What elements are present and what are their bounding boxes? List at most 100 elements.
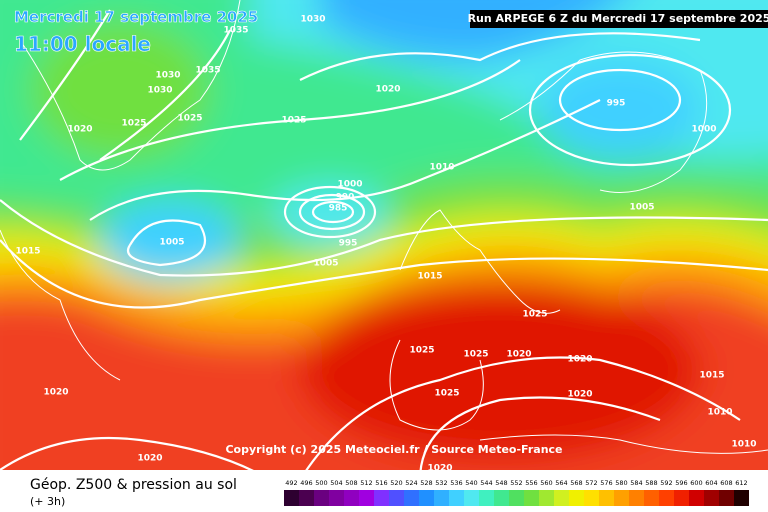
- colorbar-swatch: [524, 490, 539, 506]
- isobar-label: 1005: [313, 259, 338, 269]
- legend-subtitle: (+ 3h): [30, 495, 65, 508]
- colorbar-swatch: [734, 490, 749, 506]
- colorbar-label: 612: [735, 479, 747, 487]
- colorbar-swatch: [719, 490, 734, 506]
- isobar-label: 1005: [159, 238, 184, 248]
- colorbar-label: 544: [480, 479, 492, 487]
- colorbar-label: 596: [675, 479, 687, 487]
- isobar-label: 1010: [731, 440, 756, 450]
- isobar-label: 1015: [417, 272, 442, 282]
- colorbar-label: 604: [705, 479, 717, 487]
- run-banner: [470, 10, 768, 28]
- colorbar-swatch: [329, 490, 344, 506]
- colorbar-label: 524: [405, 479, 417, 487]
- colorbar-swatch: [554, 490, 569, 506]
- colorbar-label: 560: [540, 479, 552, 487]
- colorbar-swatch: [284, 490, 299, 506]
- colorbar-label: 548: [495, 479, 507, 487]
- isobar-label: 1000: [691, 125, 716, 135]
- colorbar-swatch: [299, 490, 314, 506]
- colorbar-swatch: [344, 490, 359, 506]
- isobar-label: 1010: [429, 163, 454, 173]
- isobar-labels: 1030 1030 1025 1025 1020 1025 1020 1010 1000 990 9…: [15, 15, 756, 474]
- colorbar-swatch: [689, 490, 704, 506]
- colorbar-label: 608: [720, 479, 732, 487]
- isobar-label: 1025: [121, 119, 146, 129]
- colorbar-label: 500: [315, 479, 327, 487]
- colorbar-label: 492: [285, 479, 297, 487]
- colorbar: 492 496 500 504 508 512 516 520 524 528 532 536 540 5…: [284, 479, 749, 506]
- colorbar-swatch: [359, 490, 374, 506]
- isobar-label: 995: [339, 239, 358, 249]
- colorbar-label: 516: [375, 479, 387, 487]
- colorbar-label: 568: [570, 479, 582, 487]
- date: Mercredi 17 septembre 2025: [14, 8, 258, 26]
- coastlines: [0, 0, 768, 453]
- colorbar-swatch: [599, 490, 614, 506]
- colorbar-label: 532: [435, 479, 447, 487]
- isobar-label: 1020: [375, 85, 400, 95]
- colorbar-label: 584: [630, 479, 642, 487]
- colorbar-swatch: [434, 490, 449, 506]
- colorbar-swatch: [419, 490, 434, 506]
- colorbar-swatch: [449, 490, 464, 506]
- colorbar-label: 588: [645, 479, 657, 487]
- colorbar-label: 556: [525, 479, 537, 487]
- copyright: Copyright (c) 2025 Meteociel.fr / Source…: [225, 443, 562, 456]
- isobar-label: 1020: [427, 464, 452, 474]
- colorbar-label: 508: [345, 479, 357, 487]
- isobar-label: 1020: [43, 388, 68, 398]
- colorbar-swatch: [569, 490, 584, 506]
- isobar-label: 1020: [567, 355, 592, 365]
- colorbar-swatch: [614, 490, 629, 506]
- isobar-label: 1030: [155, 71, 180, 81]
- colorbar-swatch: [404, 490, 419, 506]
- isobar-label: 1025: [463, 350, 488, 360]
- colorbar-swatch: [644, 490, 659, 506]
- colorbar-swatch: [539, 490, 554, 506]
- isobar-label: 1025: [434, 389, 459, 399]
- colorbar-swatch: [629, 490, 644, 506]
- isobar-label: 1030: [147, 86, 172, 96]
- isobar-label: 1025: [177, 114, 202, 124]
- isobar-label: 1035: [195, 66, 220, 76]
- colorbar-swatch: [389, 490, 404, 506]
- isobar-label: 1015: [699, 371, 724, 381]
- local-time: 11:00 locale: [14, 32, 151, 56]
- colorbar-label: 592: [660, 479, 672, 487]
- isobar-label: 1020: [506, 350, 531, 360]
- colorbar-label: 600: [690, 479, 702, 487]
- isobar-label: 1010: [707, 408, 732, 418]
- colorbar-label: 512: [360, 479, 372, 487]
- isobar-label: 990: [336, 193, 355, 203]
- colorbar-swatch: [374, 490, 389, 506]
- isobar-label: 1030: [300, 15, 325, 25]
- colorbar-label: 496: [300, 479, 312, 487]
- colorbar-label: 580: [615, 479, 627, 487]
- colorbar-label: 504: [330, 479, 342, 487]
- colorbar-label: 528: [420, 479, 432, 487]
- colorbar-swatch: [509, 490, 524, 506]
- colorbar-swatch: [494, 490, 509, 506]
- colorbar-swatch: [584, 490, 599, 506]
- colorbar-swatch: [674, 490, 689, 506]
- isobar-label: 1000: [337, 180, 362, 190]
- isobar-label: 995: [607, 99, 626, 109]
- colorbar-label: 576: [600, 479, 612, 487]
- colorbar-swatch: [464, 490, 479, 506]
- colorbar-swatch: [659, 490, 674, 506]
- isobar-label: 1005: [629, 203, 654, 213]
- isobars: [0, 9, 768, 481]
- colorbar-label: 572: [585, 479, 597, 487]
- colorbar-label: 552: [510, 479, 522, 487]
- isobar-label: 1025: [409, 346, 434, 356]
- colorbar-label: 520: [390, 479, 402, 487]
- isobar-label: 1025: [522, 310, 547, 320]
- isobar-label: 1015: [15, 247, 40, 257]
- colorbar-label: 536: [450, 479, 462, 487]
- run-info: Run ARPEGE 6 Z du Mercredi 17 septembre …: [468, 12, 768, 25]
- isobar-label: 1020: [137, 454, 162, 464]
